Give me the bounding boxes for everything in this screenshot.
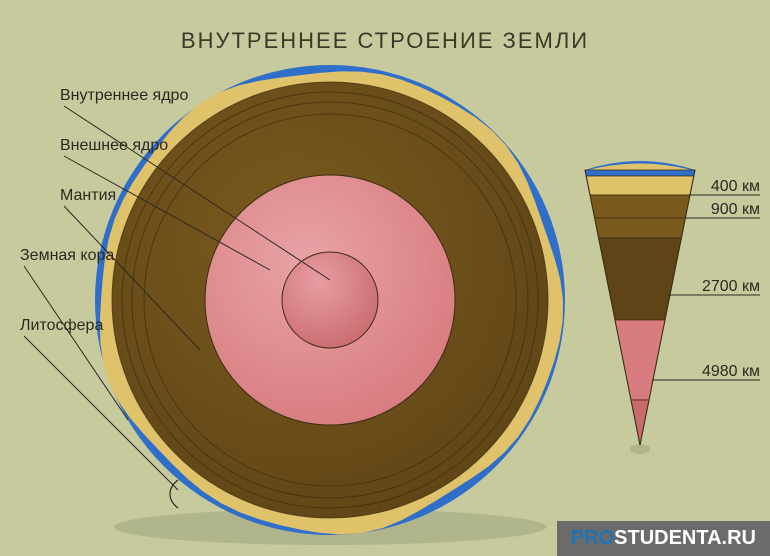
watermark-rest: STUDENTA.RU bbox=[614, 527, 756, 549]
wedge-mantle-b bbox=[595, 218, 686, 238]
wedge-crust-land bbox=[586, 176, 694, 195]
watermark: PROSTUDENTA.RU bbox=[557, 521, 770, 556]
layer-inner-core bbox=[282, 252, 378, 348]
depth-label-1: 900 км bbox=[711, 201, 760, 218]
depth-label-0: 400 км bbox=[711, 178, 760, 195]
wedge-crust-water bbox=[585, 170, 695, 176]
label-crust: Земная кора bbox=[20, 247, 114, 264]
wedge-mantle-a bbox=[590, 195, 690, 218]
diagram-svg: ВНУТРЕННЕЕ СТРОЕНИЕ ЗЕМЛИ Внутреннее ядро… bbox=[0, 0, 770, 556]
diagram-root: ВНУТРЕННЕЕ СТРОЕНИЕ ЗЕМЛИ Внутреннее ядро… bbox=[0, 0, 770, 556]
label-outer-core: Внешнее ядро bbox=[60, 137, 168, 154]
depth-label-3: 4980 км bbox=[702, 363, 760, 380]
label-inner-core: Внутреннее ядро bbox=[60, 87, 188, 104]
watermark-pro: PRO bbox=[571, 527, 614, 549]
label-mantle: Мантия bbox=[60, 187, 116, 204]
depth-label-2: 2700 км bbox=[702, 278, 760, 295]
label-lithosphere: Литосфера bbox=[20, 317, 103, 334]
diagram-title: ВНУТРЕННЕЕ СТРОЕНИЕ ЗЕМЛИ bbox=[181, 28, 589, 53]
wedge-shadow bbox=[630, 444, 650, 454]
